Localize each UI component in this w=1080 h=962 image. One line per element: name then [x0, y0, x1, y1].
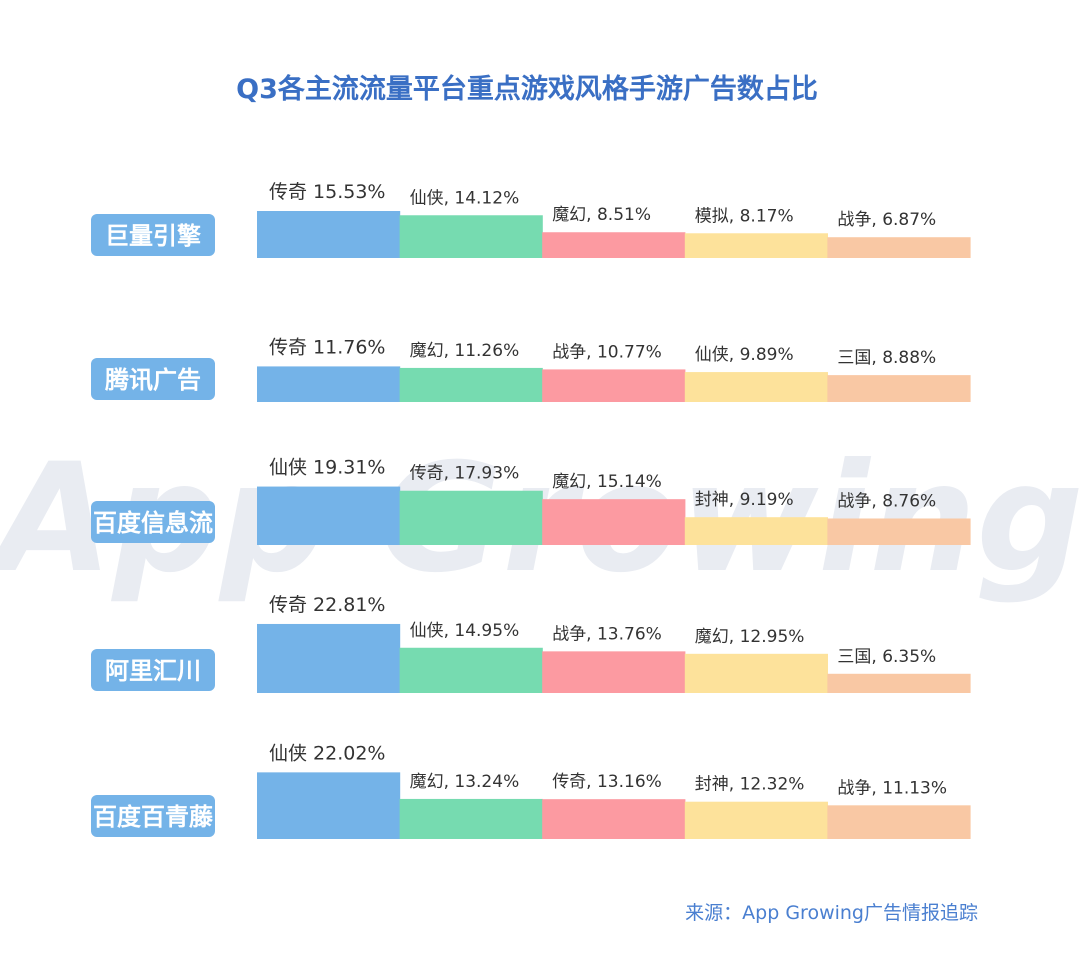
data-label: 魔幻, 8.51%: [552, 205, 651, 225]
data-label: 仙侠 22.02%: [269, 742, 386, 764]
data-label: 仙侠, 14.95%: [410, 621, 520, 641]
platform-label-bg: [91, 501, 215, 543]
bar: [542, 799, 686, 839]
bar: [542, 499, 686, 545]
platform-label-bg: [91, 214, 215, 256]
bar: [827, 375, 971, 402]
data-label: 战争, 8.76%: [837, 491, 936, 511]
bar: [257, 486, 401, 545]
data-label: 仙侠 19.31%: [269, 457, 386, 479]
bar: [684, 233, 828, 258]
platform-group: 腾讯广告 传奇 11.76% 魔幻, 11.26% 战争, 10.77% 仙侠, 9.8…: [91, 336, 971, 402]
bar: [684, 801, 828, 839]
data-label: 战争, 13.76%: [552, 624, 662, 644]
data-label: 魔幻, 15.14%: [552, 472, 662, 492]
bar: [684, 517, 828, 545]
bar: [399, 367, 543, 402]
data-label: 战争, 10.77%: [552, 342, 662, 362]
data-label: 封神, 9.19%: [695, 490, 794, 510]
platform-label-bg: [91, 358, 215, 400]
data-label: 魔幻, 12.95%: [695, 627, 805, 647]
bar: [542, 651, 686, 693]
bar: [827, 518, 971, 545]
platform-label: 百度信息流: [93, 509, 213, 537]
bar: [257, 623, 401, 693]
bar: [257, 772, 401, 839]
data-label: 战争, 6.87%: [837, 210, 936, 230]
bar: [399, 798, 543, 839]
data-label: 传奇 15.53%: [269, 181, 386, 203]
platform-group: 阿里汇川 传奇 22.81% 仙侠, 14.95% 战争, 13.76% 魔幻, 12.…: [91, 594, 971, 693]
bar: [257, 211, 401, 258]
platform-group: 百度信息流 仙侠 19.31% 传奇, 17.93% 魔幻, 15.14% 封神, 9.…: [91, 457, 971, 545]
bar: [399, 647, 543, 693]
chart-groups: 巨量引擎 传奇 15.53% 仙侠, 14.12% 魔幻, 8.51% 模拟, 8.17…: [91, 181, 971, 839]
data-label: 魔幻, 11.26%: [410, 341, 520, 361]
platform-group: 百度百青藤 仙侠 22.02% 魔幻, 13.24% 传奇, 13.16% 封神, 12…: [91, 742, 971, 839]
platform-label-bg: [91, 795, 215, 837]
bar: [542, 369, 686, 402]
bar: [827, 237, 971, 258]
source-note: 来源：App Growing广告情报追踪: [685, 902, 978, 924]
platform-group: 巨量引擎 传奇 15.53% 仙侠, 14.12% 魔幻, 8.51% 模拟, 8.17…: [91, 181, 971, 258]
data-label: 传奇, 17.93%: [410, 464, 520, 484]
bar: [257, 366, 401, 402]
data-label: 三国, 6.35%: [837, 647, 936, 667]
bar: [399, 215, 543, 258]
bar: [684, 653, 828, 693]
platform-label: 百度百青藤: [93, 803, 214, 831]
platform-label: 巨量引擎: [105, 222, 201, 250]
platform-label: 腾讯广告: [105, 366, 201, 394]
bar: [684, 372, 828, 402]
chart-title: Q3各主流流量平台重点游戏风格手游广告数占比: [236, 73, 818, 105]
data-label: 三国, 8.88%: [837, 348, 936, 368]
platform-label: 阿里汇川: [105, 657, 201, 685]
bar: [827, 805, 971, 839]
data-label: 仙侠, 9.89%: [695, 345, 794, 365]
platform-label-bg: [91, 649, 215, 691]
data-label: 模拟, 8.17%: [695, 206, 794, 226]
bar: [399, 490, 543, 545]
data-label: 传奇, 13.16%: [552, 772, 662, 792]
bar: [542, 232, 686, 258]
data-label: 魔幻, 13.24%: [410, 772, 520, 792]
data-label: 传奇 22.81%: [269, 594, 386, 616]
data-label: 仙侠, 14.12%: [410, 188, 520, 208]
data-label: 传奇 11.76%: [269, 336, 386, 358]
data-label: 封神, 12.32%: [695, 775, 805, 795]
bar: [827, 673, 971, 693]
data-label: 战争, 11.13%: [837, 778, 947, 798]
